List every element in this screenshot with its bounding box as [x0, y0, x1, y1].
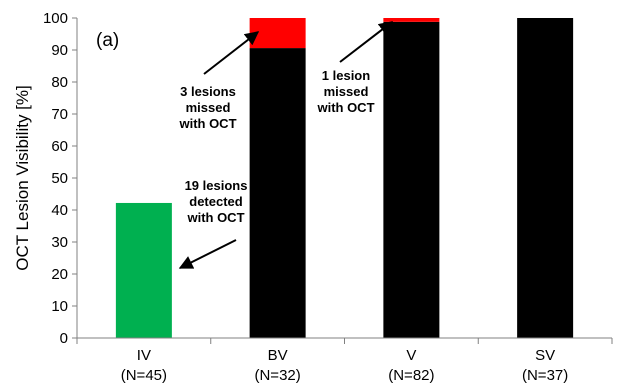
y-tick-label: 20: [51, 266, 68, 283]
y-tick-label: 60: [51, 138, 68, 155]
y-tick-label: 0: [60, 330, 68, 347]
bar-v-segment-2: [383, 18, 440, 22]
y-tick-label: 50: [51, 170, 68, 187]
panel-label: (a): [96, 30, 119, 51]
annotation-v-arrow: [339, 21, 394, 63]
annotation-bv-line: 3 lesions: [180, 84, 236, 99]
y-tick-label: 40: [51, 202, 68, 219]
annotation-bv-arrow: [203, 31, 260, 75]
bar-bv-segment-1: [249, 48, 306, 338]
y-tick-label: 10: [51, 298, 68, 315]
ticks-layer: 0 10 20 30 40 50 60 70 80 90 100 IV (N=45) BV (N=32) V (…: [43, 10, 613, 384]
y-tick-label: 90: [51, 42, 68, 59]
y-tick-label: 70: [51, 106, 68, 123]
bar-sv-segment-1: [517, 18, 574, 338]
annotation-bv-line: missed: [186, 100, 231, 115]
bars-layer: [115, 18, 574, 339]
x-tick-label: BV: [268, 347, 288, 364]
annotation-iv-line: with OCT: [186, 210, 244, 225]
y-tick-label: 100: [43, 10, 68, 27]
annotation-iv-line: detected: [189, 194, 243, 209]
bar-iv-segment-0: [115, 202, 172, 338]
x-tick-sublabel: (N=37): [522, 367, 568, 384]
annotation-iv-line: 19 lesions: [185, 178, 248, 193]
y-tick-label: 80: [51, 74, 68, 91]
y-tick-label: 30: [51, 234, 68, 251]
annotation-iv-arrow: [178, 239, 237, 269]
x-tick-label: SV: [535, 347, 555, 364]
x-tick-label: V: [406, 347, 416, 364]
x-tick-sublabel: (N=82): [388, 367, 434, 384]
x-tick-label: IV: [137, 347, 151, 364]
annotation-v-line: with OCT: [316, 100, 374, 115]
x-tick-sublabel: (N=45): [121, 367, 167, 384]
annotation-v-line: missed: [324, 84, 369, 99]
y-axis-title: OCT Lesion Visibility [%]: [13, 85, 32, 271]
annotation-bv-line: with OCT: [178, 116, 236, 131]
annotation-v-line: 1 lesion: [322, 68, 370, 83]
bar-v-segment-1: [383, 21, 440, 339]
x-tick-sublabel: (N=32): [254, 367, 300, 384]
